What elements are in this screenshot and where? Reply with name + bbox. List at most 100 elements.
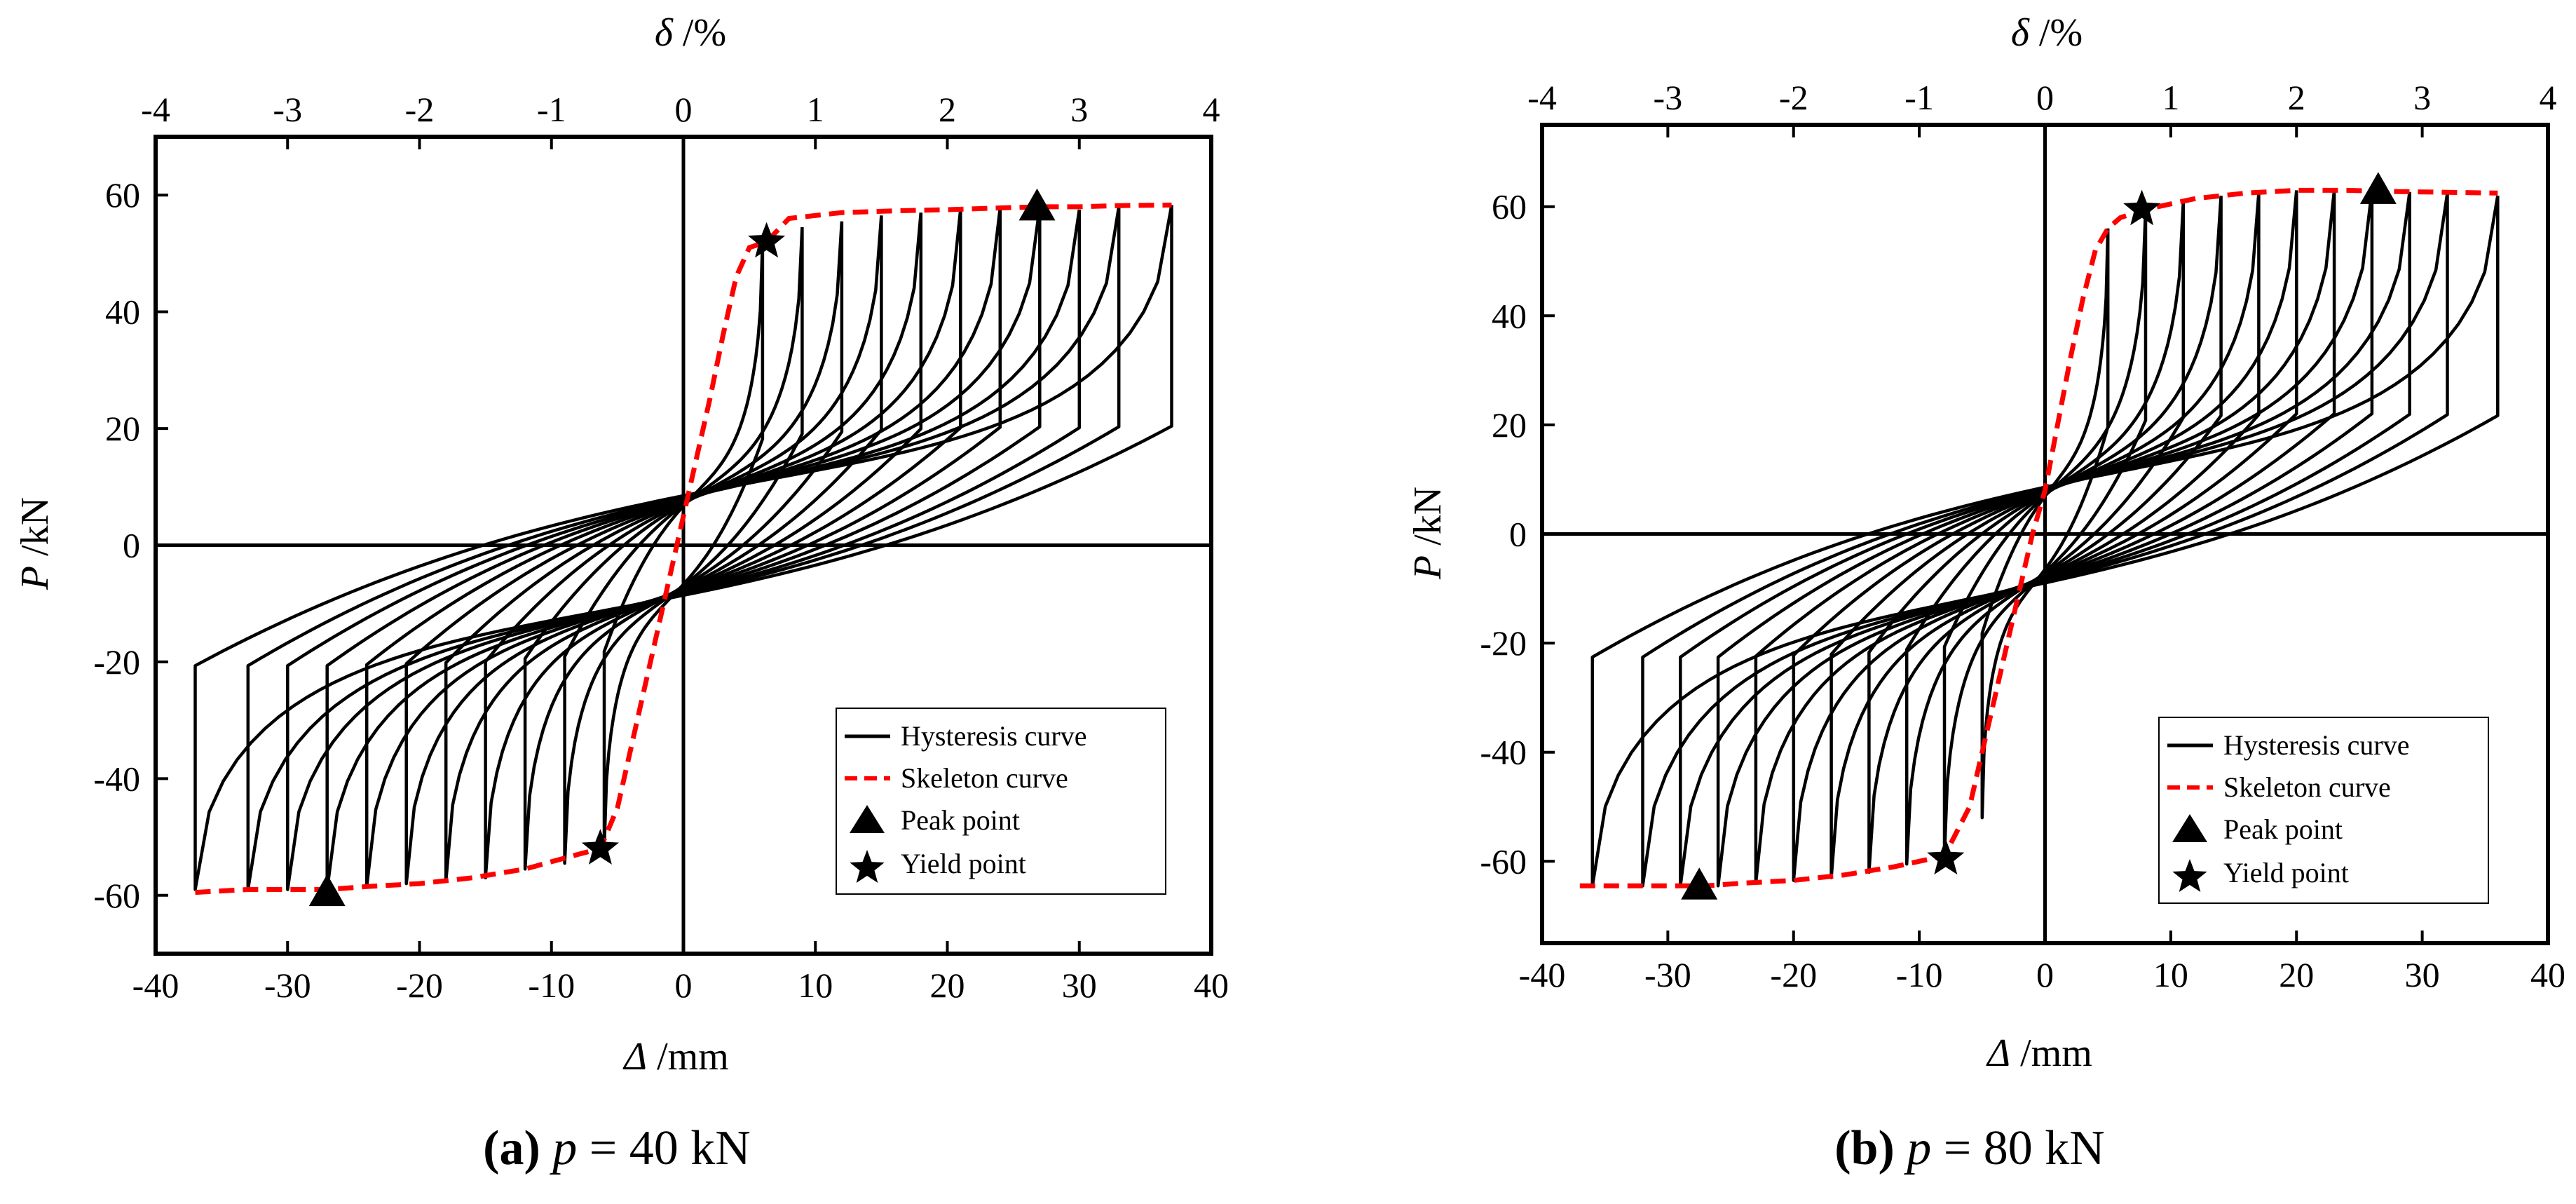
markers-b — [1681, 172, 2397, 900]
x2-tick-label: 4 — [1203, 90, 1220, 129]
x-tick-label: -30 — [264, 966, 311, 1005]
x2-tick-label: -1 — [537, 90, 566, 129]
x-axis-label-b: Δ /mm — [1986, 1031, 2092, 1075]
y-tick-label: -40 — [93, 759, 140, 798]
yield-point-marker — [1927, 839, 1965, 875]
hysteresis-loop — [1792, 190, 2298, 882]
peak-point-marker — [308, 874, 346, 907]
legend-label-yield: Yield point — [901, 848, 1026, 879]
axis-ticks-b: -40 -30 -20 -10 0 10 20 30 40-4 -3 -2 -1 0 1 2 3 4-60-40… — [1480, 78, 2565, 994]
x2-tick-label: 0 — [2036, 78, 2054, 117]
y-tick-label: 40 — [105, 292, 140, 332]
x-tick-label: 10 — [2153, 955, 2188, 994]
legend-label-yield: Yield point — [2223, 857, 2349, 888]
x-tick-label: 20 — [930, 966, 965, 1005]
caption-b: (b) p = 80 kN — [1834, 1121, 2105, 1175]
x2-axis-label-b: δ /% — [2011, 11, 2083, 55]
x2-tick-label: 1 — [807, 90, 824, 129]
legend-a: Hysteresis curve Skeleton curve Peak poi… — [836, 708, 1166, 895]
x-tick-label: -40 — [132, 966, 179, 1005]
chart-panel-b: -40 -30 -20 -10 0 10 20 30 40-4 -3 -2 -1 0 1 2 3 4-60-40… — [1406, 11, 2565, 1175]
x2-tick-label: -1 — [1904, 78, 1934, 117]
legend-label-skeleton: Skeleton curve — [901, 762, 1068, 794]
x2-tick-label: 2 — [2288, 78, 2305, 117]
legend-box — [2158, 717, 2489, 904]
hysteresis-loop — [1980, 228, 2110, 820]
x-tick-label: 20 — [2279, 955, 2314, 994]
legend-triangle-icon — [2172, 814, 2207, 842]
hysteresis-loop — [523, 221, 844, 871]
x2-tick-label: 4 — [2540, 78, 2557, 117]
x2-tick-label: -4 — [1527, 78, 1557, 117]
x2-tick-label: -3 — [1654, 78, 1683, 117]
legend-label-peak: Peak point — [2223, 813, 2343, 845]
x2-tick-label: 2 — [939, 90, 956, 129]
x-tick-label: -40 — [1519, 955, 1566, 994]
hysteresis-loop — [193, 204, 1173, 891]
skeleton-curve-b — [1579, 187, 2498, 888]
y-axis-label-b: P /kN — [1406, 487, 1450, 580]
x-axis-label-a: Δ /mm — [622, 1035, 729, 1078]
y-tick-label: -60 — [93, 876, 140, 915]
legend-label-hysteresis: Hysteresis curve — [2223, 729, 2409, 761]
x2-tick-label: -3 — [273, 90, 302, 129]
skeleton-curve — [195, 202, 1172, 895]
yield-point-marker — [2123, 189, 2161, 226]
y-tick-label: 60 — [105, 175, 140, 215]
hysteresis-loop — [404, 209, 962, 886]
axis-ticks-a: -40 -30 -20 -10 0 10 20 30 40-4 -3 -2 -1 0 1 2 3 4-60-40… — [93, 90, 1229, 1005]
legend-star-icon — [850, 850, 885, 883]
y-tick-label: 20 — [105, 409, 140, 448]
x-tick-label: -20 — [1770, 955, 1817, 994]
peak-point-marker — [2359, 172, 2397, 204]
x-tick-label: -20 — [396, 966, 443, 1005]
hysteresis-loop — [563, 226, 804, 865]
y-tick-label: -40 — [1480, 733, 1527, 772]
x2-axis-label-a: δ /% — [655, 11, 726, 55]
peak-point-marker — [1681, 867, 1718, 900]
y-tick-label: 0 — [1509, 515, 1527, 554]
skeleton-curve — [1579, 187, 2498, 888]
chart-panel-a: -40 -30 -20 -10 0 10 20 30 40-4 -3 -2 -1 0 1 2 3 4-60-40… — [13, 11, 1229, 1175]
legend-box — [836, 708, 1166, 895]
yield-point-marker — [748, 222, 786, 258]
x-tick-label: 0 — [675, 966, 693, 1005]
legend-label-peak: Peak point — [901, 804, 1020, 836]
markers-a — [308, 188, 1056, 907]
yield-point-marker — [581, 829, 619, 865]
x2-tick-label: -2 — [1779, 78, 1808, 117]
x-tick-label: 30 — [2405, 955, 2440, 994]
y-tick-label: 0 — [123, 526, 140, 565]
x2-tick-label: 3 — [1070, 90, 1088, 129]
x2-tick-label: 1 — [2162, 78, 2179, 117]
x-tick-label: -10 — [528, 966, 575, 1005]
legend-star-icon — [2172, 859, 2207, 892]
x-tick-label: -10 — [1896, 955, 1943, 994]
x-tick-label: -30 — [1644, 955, 1691, 994]
hysteresis-loop — [1904, 201, 2186, 866]
x-tick-label: 10 — [798, 966, 833, 1005]
y-tick-label: -20 — [1480, 623, 1527, 663]
y-tick-label: -60 — [1480, 841, 1527, 881]
x2-tick-label: 3 — [2413, 78, 2431, 117]
x2-tick-label: 0 — [675, 90, 693, 129]
x2-tick-label: -2 — [405, 90, 435, 129]
y-tick-label: 40 — [1492, 296, 1527, 335]
skeleton-curve-a — [195, 202, 1172, 895]
legend-label-skeleton: Skeleton curve — [2223, 771, 2391, 803]
x-tick-label: 40 — [2530, 955, 2565, 994]
peak-point-marker — [1018, 188, 1056, 221]
caption-a: (a) p = 40 kN — [483, 1121, 751, 1175]
x-tick-label: 30 — [1062, 966, 1097, 1005]
hysteresis-loop — [1716, 190, 2374, 888]
legend-triangle-icon — [850, 805, 885, 833]
y-tick-label: 60 — [1492, 187, 1527, 226]
x2-tick-label: -4 — [141, 90, 170, 129]
x-tick-label: 40 — [1194, 966, 1229, 1005]
y-tick-label: 20 — [1492, 405, 1527, 445]
legend-label-hysteresis: Hysteresis curve — [901, 720, 1086, 752]
legend-b: Hysteresis curve Skeleton curve Peak poi… — [2158, 717, 2489, 904]
y-axis-label-a: P /kN — [13, 497, 57, 590]
y-tick-label: -20 — [93, 642, 140, 682]
